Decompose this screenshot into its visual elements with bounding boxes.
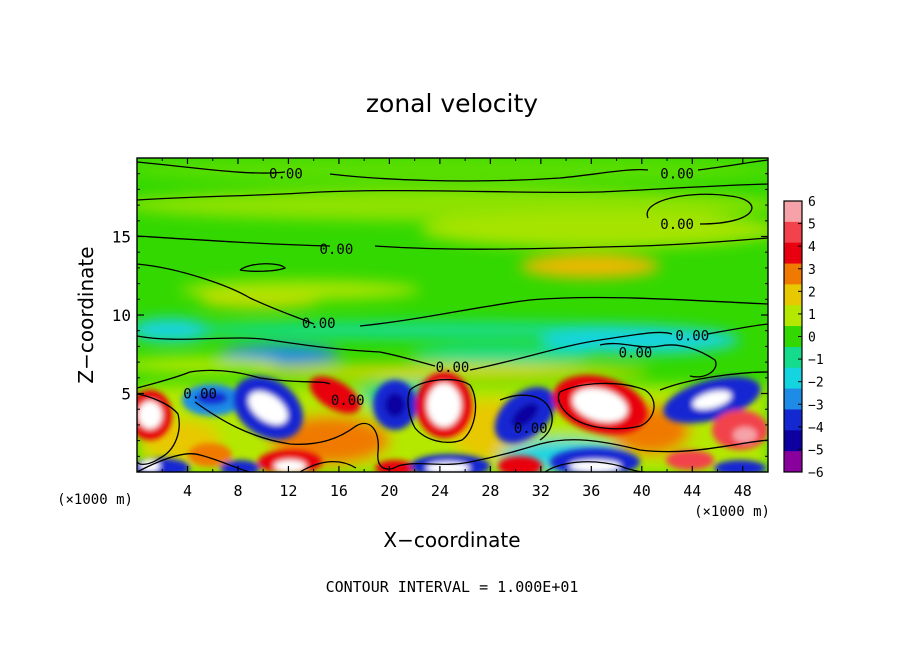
colorbar-label: −5 — [808, 443, 824, 458]
y-tick-label: 5 — [121, 385, 131, 404]
x-tick-label: 44 — [683, 482, 701, 500]
colorbar-label: 4 — [808, 240, 816, 255]
colorbar-swatch — [784, 388, 802, 410]
x-unit-left: (×1000 m) — [57, 492, 133, 508]
x-axis-ticks: 4 8 12 16 20 24 28 32 36 40 44 48 — [161, 158, 752, 500]
contour-label: 0.00 — [320, 242, 354, 258]
colorbar-swatch — [784, 201, 802, 223]
colorbar-swatch — [784, 305, 802, 327]
contour-label: 0.00 — [183, 387, 217, 403]
colorbar-swatch — [784, 326, 802, 348]
colorbar-label: −6 — [808, 466, 824, 481]
colorbar-swatch — [784, 263, 802, 285]
x-tick-label: 12 — [279, 482, 297, 500]
colorbar-label: 2 — [808, 285, 816, 300]
colorbar-label: 1 — [808, 308, 816, 323]
x-tick-label: 40 — [633, 482, 651, 500]
colorbar-label: 0 — [808, 331, 816, 346]
colorbar-swatch — [784, 430, 802, 452]
colorbar-label: −4 — [808, 421, 824, 436]
x-tick-label: 4 — [183, 482, 192, 500]
colorbar-label: −2 — [808, 376, 824, 391]
y-tick-label: 10 — [112, 306, 131, 325]
x-tick-label: 16 — [330, 482, 348, 500]
y-axis-label: Z−coordinate — [74, 246, 98, 383]
y-axis-ticks: 5 10 15 — [112, 173, 768, 457]
contour-label: 0.00 — [514, 421, 548, 437]
x-unit-right: (×1000 m) — [694, 504, 770, 520]
colorbar-swatch — [784, 367, 802, 390]
colorbar: 6 5 4 3 2 1 0 −1 −2 −3 −4 −5 −6 — [783, 195, 824, 481]
x-tick-label: 36 — [582, 482, 600, 500]
contour-label: 0.00 — [331, 393, 365, 409]
contour-label: 0.00 — [675, 328, 709, 344]
colorbar-swatch — [784, 409, 802, 431]
contour-label: 0.00 — [619, 346, 653, 362]
x-tick-label: 32 — [532, 482, 550, 500]
colorbar-swatch — [784, 451, 802, 473]
chart-title: zonal velocity — [366, 89, 538, 118]
colorbar-label: 5 — [808, 218, 816, 233]
x-tick-label: 20 — [380, 482, 398, 500]
colorbar-label: 6 — [808, 195, 816, 210]
colorbar-label: −3 — [808, 398, 824, 413]
contour-label: 0.00 — [436, 360, 470, 376]
colorbar-label: 3 — [808, 263, 816, 278]
contour-label: 0.00 — [302, 316, 336, 332]
contour-label: 0.00 — [269, 167, 303, 183]
contour-interval-note: CONTOUR INTERVAL = 1.000E+01 — [326, 578, 579, 596]
y-tick-label: 15 — [112, 228, 131, 247]
colorbar-swatch — [784, 346, 802, 369]
contour-labels: 0.00 0.00 0.00 0.00 0.00 0.00 0.00 0.00 0.00 0.00… — [183, 167, 709, 437]
colorbar-swatch — [784, 221, 802, 244]
x-tick-label: 28 — [481, 482, 499, 500]
contour-label: 0.00 — [660, 217, 694, 233]
x-tick-label: 8 — [233, 482, 242, 500]
colorbar-swatch — [784, 284, 802, 306]
x-tick-label: 48 — [734, 482, 752, 500]
x-tick-label: 24 — [431, 482, 449, 500]
colorbar-swatch — [784, 242, 802, 265]
heatmap-field — [137, 158, 768, 472]
colorbar-label: −1 — [808, 353, 824, 368]
contour-label: 0.00 — [660, 167, 694, 183]
x-axis-label: X−coordinate — [383, 528, 520, 552]
